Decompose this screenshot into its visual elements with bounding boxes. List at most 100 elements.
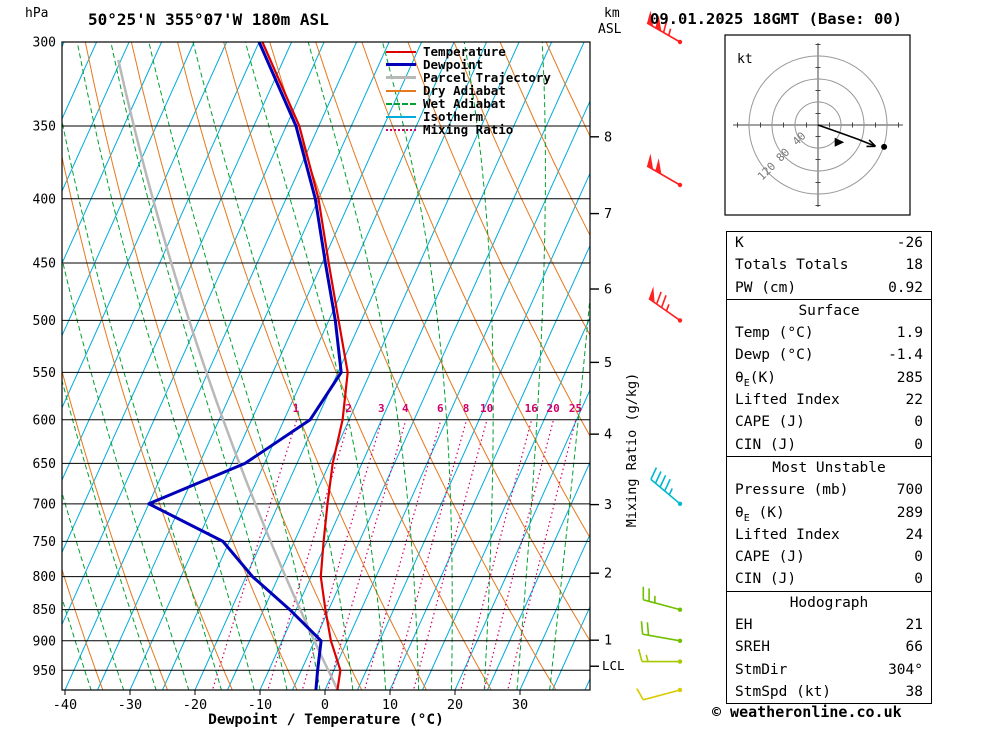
wind-barb-full-tick [650, 467, 658, 480]
km-tick-label: 6 [604, 282, 612, 298]
hodograph-trace [817, 124, 876, 148]
dry-adiabat-line [130, 42, 363, 690]
legend-line-sample [386, 115, 416, 118]
stats-label: Pressure (mb) [735, 482, 849, 499]
legend-item: Wet Adiabat [386, 96, 551, 111]
isotherm-line [62, 42, 195, 337]
stats-row: K -26 [727, 232, 931, 254]
pressure-tick-label: 650 [33, 457, 56, 472]
stats-row: Temp (°C) 1.9 [727, 322, 931, 344]
isotherm-line [324, 99, 590, 690]
temp-tick-label: 0 [321, 697, 329, 713]
wind-barb-staff [648, 297, 681, 322]
pressure-tick-label: 900 [33, 634, 56, 649]
legend-item-label: Temperature [423, 44, 506, 59]
km-axis-unit-label: km [604, 6, 620, 21]
temperature-curve [261, 42, 349, 690]
legend-line-sample [386, 63, 416, 66]
stats-value: 38 [905, 683, 923, 700]
legend-item: Temperature [386, 44, 551, 59]
stats-row: Totals Totals 18 [727, 254, 931, 276]
stats-label: SREH [735, 639, 770, 656]
stats-value: 0 [914, 414, 923, 431]
stats-label: Dewp (°C) [735, 347, 814, 364]
stats-row: SREH 66 [727, 636, 931, 658]
isotherm-line [227, 42, 520, 690]
wind-barb [637, 648, 683, 664]
isotherm-line [62, 42, 293, 554]
temp-tick-label: -40 [53, 697, 77, 713]
isotherm-line [454, 388, 590, 690]
km-tick-label: 8 [604, 129, 612, 145]
dry-adiabat-line [453, 42, 590, 337]
stats-value: 66 [905, 639, 923, 656]
stats-row: θE(K) 285 [727, 367, 931, 389]
wind-barb-half-tick [665, 304, 670, 312]
stats-label: Totals Totals [735, 257, 849, 274]
wind-barb-full-tick [663, 478, 671, 492]
stats-label: StmDir [735, 661, 788, 678]
stats-row: CIN (J) 0 [727, 568, 931, 590]
parcel-trajectory-curve [117, 59, 339, 690]
temp-tick-label: -10 [248, 697, 272, 713]
temperature-axis-label: Dewpoint / Temperature (°C) [208, 712, 444, 728]
mixing-ratio-value-label: 8 [463, 402, 470, 415]
stats-label: CIN (J) [735, 436, 797, 453]
wind-barb-pennant [648, 286, 655, 303]
dry-adiabat-line [361, 42, 590, 539]
wet-adiabat-line [192, 42, 354, 690]
pressure-tick-label: 800 [33, 570, 56, 585]
stats-row: CAPE (J) 0 [727, 411, 931, 433]
isotherm-line [259, 42, 553, 690]
legend-item-label: Wet Adiabat [423, 96, 506, 111]
wind-barb [650, 467, 683, 507]
dry-adiabat-line [407, 42, 590, 437]
wet-adiabat-line [244, 42, 387, 690]
stats-value: 0.92 [888, 279, 923, 296]
legend-line-sample [386, 89, 416, 92]
isotherm-line [389, 244, 590, 690]
isotherm-line [97, 42, 390, 690]
asl-axis-label: ASL [598, 22, 622, 37]
wind-barb [646, 10, 683, 45]
isotherm-line [162, 42, 455, 690]
pressure-tick-label: 400 [33, 192, 56, 207]
mixing-ratio-value-label: 16 [525, 402, 539, 415]
stats-value: -1.4 [888, 347, 923, 364]
dry-adiabat-line [62, 369, 169, 690]
temp-tick-label: -30 [118, 697, 142, 713]
pressure-tick-label: 850 [33, 603, 56, 618]
wet-adiabat-line [148, 42, 321, 690]
wind-barb-full-tick [654, 471, 662, 484]
wet-adiabat-line [463, 42, 494, 690]
mixing-ratio-value-label: 4 [402, 402, 409, 415]
dewpoint-curve [147, 42, 343, 690]
legend-item: Parcel Trajectory [386, 70, 551, 85]
stats-row: CAPE (J) 0 [727, 546, 931, 568]
isotherm-line [357, 172, 590, 690]
pressure-tick-label: 700 [33, 497, 56, 512]
km-tick-label: 7 [604, 206, 612, 222]
mixing-ratio-line [483, 419, 555, 690]
stats-row: PW (cm) 0.92 [727, 277, 931, 299]
stats-row: StmSpd (kt) 38 [727, 681, 931, 703]
dry-adiabat-line [499, 42, 590, 237]
wind-barb-staff [650, 478, 681, 505]
pressure-tick-label: 550 [33, 366, 56, 381]
stats-value: 0 [914, 571, 923, 588]
hodograph-ring [794, 101, 842, 149]
isotherm-line [422, 316, 590, 690]
stats-section-surface: Surface Temp (°C) 1.9 Dewp (°C) -1.4 θE(K) 285… [726, 298, 932, 457]
km-tick-label: 4 [604, 427, 612, 443]
pressure-tick-label: 300 [33, 36, 56, 51]
temp-tick-label: -20 [183, 697, 207, 713]
wind-barb-pennant [647, 10, 654, 27]
stats-value: 24 [905, 526, 923, 543]
legend-item: Mixing Ratio [386, 122, 551, 137]
wind-barb-full-tick [655, 291, 662, 305]
mixing-ratio-line [301, 419, 383, 690]
isotherm-line [519, 533, 590, 690]
isotherm-line [129, 42, 423, 690]
km-tick-label: 1 [604, 633, 612, 649]
legend-line-sample [386, 76, 416, 79]
